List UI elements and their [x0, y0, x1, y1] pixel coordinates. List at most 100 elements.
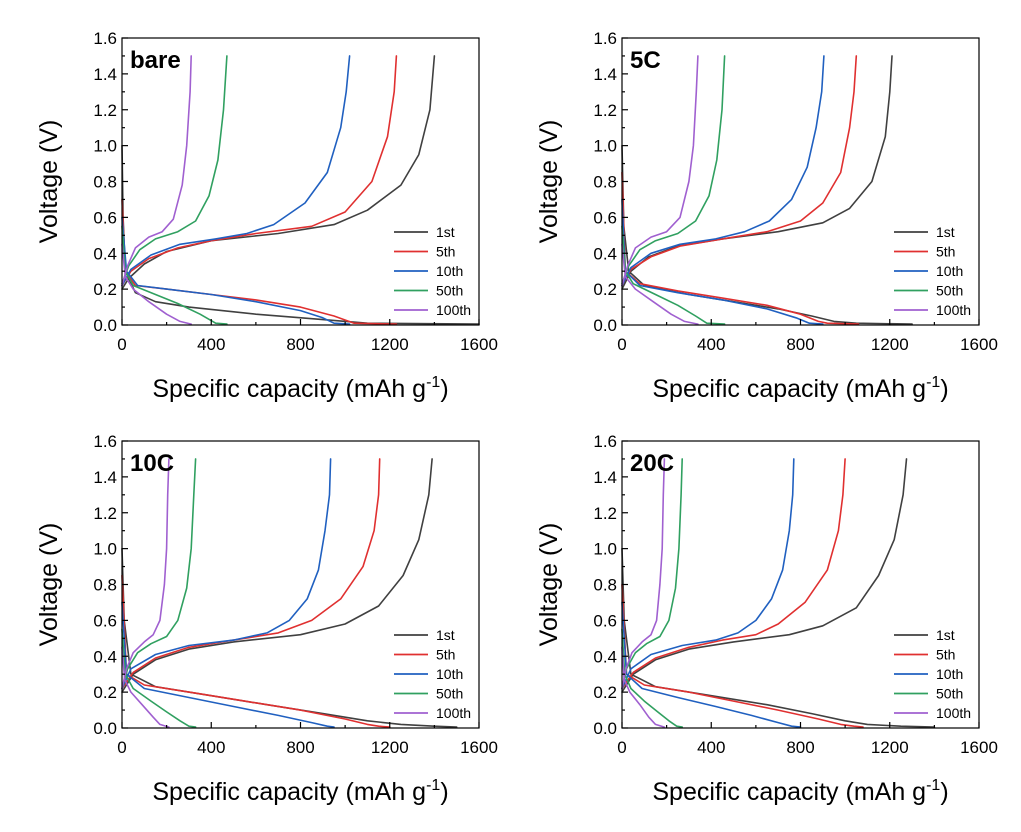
- legend: 1st 5th 10th 50th 100th: [894, 224, 971, 318]
- y-tick-label: 1.2: [593, 504, 617, 523]
- curves: [621, 55, 913, 325]
- panel-label: 5C: [630, 47, 661, 74]
- series-50th-discharge-line: [121, 628, 197, 728]
- series-1st-charge-line: [621, 458, 908, 693]
- y-tick-label: 0.2: [593, 683, 617, 702]
- y-tick-label: 1.2: [93, 101, 117, 120]
- series-5th-discharge-line: [121, 574, 391, 728]
- x-axis-label: Specific capacity (mAh g-1): [652, 374, 948, 403]
- series-10th-discharge-line: [621, 601, 802, 728]
- y-tick-label: 1.0: [93, 137, 117, 156]
- y-axis-label: Voltage (V): [535, 120, 563, 244]
- y-tick-label: 1.6: [593, 29, 617, 48]
- y-tick-label: 1.4: [93, 65, 117, 84]
- y-axis-label: Voltage (V): [35, 120, 63, 244]
- series-5th-discharge-line: [121, 198, 398, 325]
- y-tick-label: 0.8: [93, 173, 117, 192]
- x-tick-label: 1200: [871, 335, 909, 354]
- legend-label-10th: 10th: [436, 263, 463, 279]
- y-tick-label: 0.8: [93, 576, 117, 595]
- x-axis-label: Specific capacity (mAh g-1): [152, 777, 448, 806]
- y-tick-label: 0.6: [593, 611, 617, 630]
- series-1st-discharge-line: [121, 547, 458, 728]
- chart-panel-5C: 0 400 800 1200 1600 0.0 0.2 0.4 0.6 0.8 1.0 1.2 1.4 1…: [535, 29, 998, 403]
- legend: 1st 5th 10th 50th 100th: [394, 627, 471, 721]
- y-tick-label: 1.2: [93, 504, 117, 523]
- y-tick-label: 0.0: [593, 316, 617, 335]
- series-5th-charge-line: [621, 458, 846, 690]
- curves: [621, 458, 936, 728]
- series-5th-discharge-line: [621, 171, 860, 325]
- chart-panel-10C: 0 400 800 1200 1600 0.0 0.2 0.4 0.6 0.8 1.0 1.2 1.4 1…: [35, 432, 498, 806]
- x-tick-label: 1200: [371, 738, 409, 757]
- series-100th-charge-line: [121, 458, 170, 690]
- series-10th-discharge-line: [621, 198, 824, 325]
- x-tick-label: 1600: [960, 335, 998, 354]
- x-tick-label: 1600: [460, 335, 498, 354]
- x-tick-label: 800: [786, 738, 814, 757]
- y-tick-label: 0.2: [93, 280, 117, 299]
- series-1st-discharge-line: [621, 144, 913, 325]
- x-tick-label: 0: [117, 738, 126, 757]
- series-100th-charge-line: [121, 55, 192, 287]
- x-tick-label: 800: [286, 738, 314, 757]
- legend-label-100th: 100th: [436, 302, 471, 318]
- x-tick-label: 1200: [871, 738, 909, 757]
- series-100th-charge-line: [621, 55, 699, 287]
- y-tick-label: 0.6: [93, 611, 117, 630]
- series-5th-charge-line: [621, 55, 858, 287]
- series-50th-charge-line: [121, 55, 228, 285]
- x-tick-label: 1600: [460, 738, 498, 757]
- legend-label-100th: 100th: [936, 302, 971, 318]
- y-axis-label: Voltage (V): [535, 523, 563, 647]
- x-axis-label: Specific capacity (mAh g-1): [152, 374, 448, 403]
- panel-label: bare: [130, 47, 181, 74]
- legend: 1st 5th 10th 50th 100th: [394, 224, 471, 318]
- y-tick-label: 1.4: [593, 468, 617, 487]
- series-100th-charge-line: [621, 458, 666, 690]
- legend-label-10th: 10th: [936, 666, 963, 682]
- series-5th-discharge-line: [621, 583, 864, 728]
- y-tick-label: 0.0: [93, 316, 117, 335]
- legend-label-5th: 5th: [436, 244, 455, 260]
- x-tick-label: 0: [117, 335, 126, 354]
- legend-label-1st: 1st: [936, 627, 955, 643]
- series-1st-charge-line: [121, 55, 436, 290]
- y-tick-label: 0.8: [593, 576, 617, 595]
- legend-label-5th: 5th: [936, 647, 955, 663]
- legend-label-50th: 50th: [936, 283, 963, 299]
- curves: [121, 458, 458, 728]
- series-1st-charge-line: [121, 458, 433, 693]
- x-tick-label: 800: [286, 335, 314, 354]
- legend: 1st 5th 10th 50th 100th: [894, 627, 971, 721]
- y-tick-label: 0.2: [93, 683, 117, 702]
- x-tick-label: 400: [197, 738, 225, 757]
- series-1st-discharge-line: [621, 547, 936, 728]
- y-tick-label: 0.8: [593, 173, 617, 192]
- y-tick-label: 0.4: [593, 647, 617, 666]
- legend-label-1st: 1st: [436, 627, 455, 643]
- legend-label-5th: 5th: [436, 647, 455, 663]
- series-10th-charge-line: [121, 55, 351, 287]
- series-5th-charge-line: [121, 55, 398, 287]
- x-tick-label: 400: [697, 335, 725, 354]
- x-tick-label: 800: [786, 335, 814, 354]
- y-tick-label: 0.4: [593, 244, 617, 263]
- y-tick-label: 1.4: [593, 65, 617, 84]
- x-tick-label: 1200: [371, 335, 409, 354]
- legend-label-100th: 100th: [936, 705, 971, 721]
- legend-label-50th: 50th: [436, 283, 463, 299]
- legend-label-5th: 5th: [936, 244, 955, 260]
- series-10th-charge-line: [121, 458, 332, 690]
- series-50th-charge-line: [121, 458, 197, 690]
- series-50th-charge-line: [621, 458, 684, 690]
- series-50th-charge-line: [621, 55, 726, 285]
- plot-frame: [121, 440, 480, 729]
- x-axis-label: Specific capacity (mAh g-1): [652, 777, 948, 806]
- plot-frame: [121, 37, 480, 326]
- y-tick-label: 1.4: [93, 468, 117, 487]
- chart-panel-20C: 0 400 800 1200 1600 0.0 0.2 0.4 0.6 0.8 1.0 1.2 1.4 1…: [535, 432, 998, 806]
- series-10th-discharge-line: [121, 216, 351, 325]
- y-tick-label: 1.0: [93, 540, 117, 559]
- y-tick-label: 0.6: [93, 208, 117, 227]
